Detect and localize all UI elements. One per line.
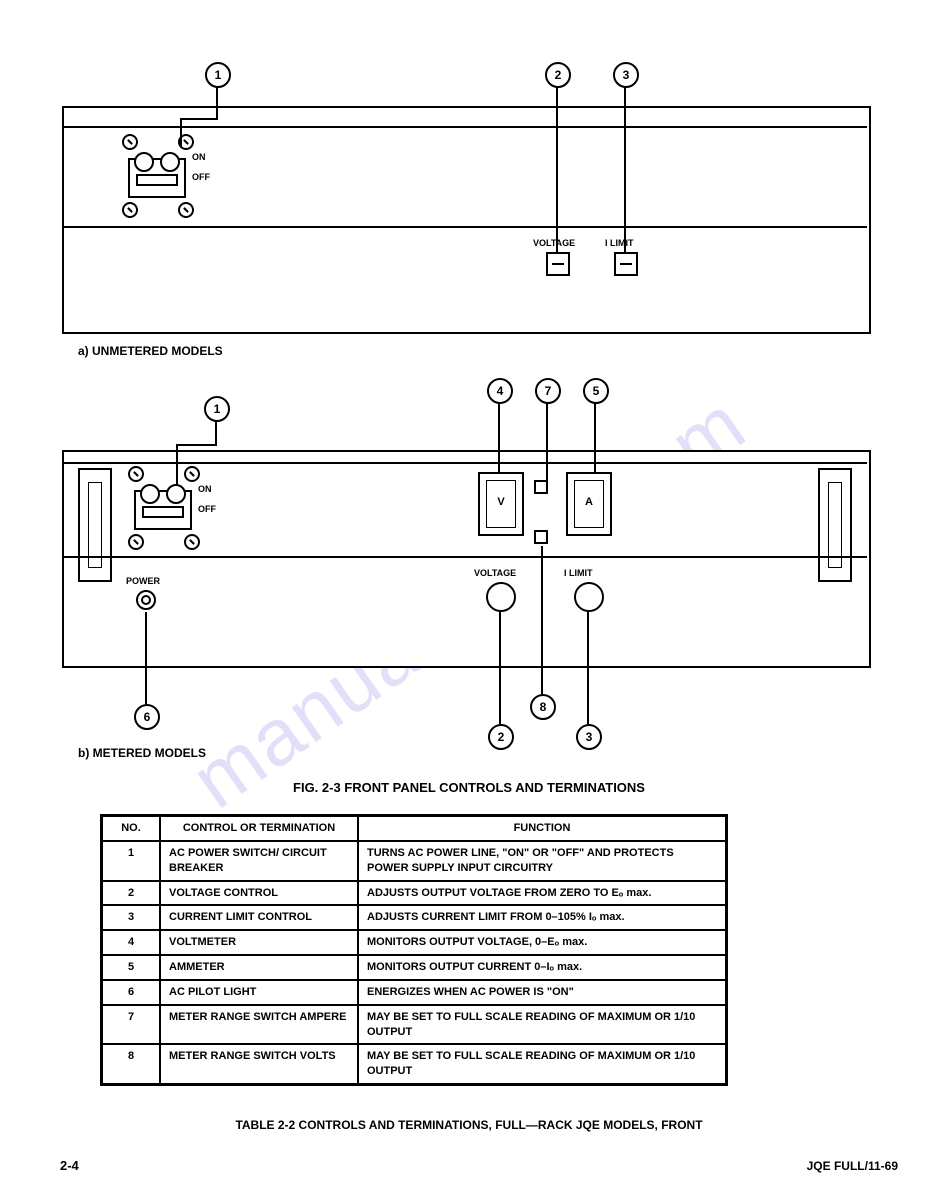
leader xyxy=(541,546,543,694)
page: manualshive.com 1 2 3 ON OFF VOLTAGE I L… xyxy=(0,0,938,1203)
callout-4b: 4 xyxy=(487,378,513,404)
leader xyxy=(180,118,218,120)
th-no: NO. xyxy=(102,816,161,841)
callout-3b: 3 xyxy=(576,724,602,750)
callout-6b: 6 xyxy=(134,704,160,730)
panel-line xyxy=(64,226,867,228)
diagram-a-caption: a) UNMETERED MODELS xyxy=(78,344,223,358)
th-function: FUNCTION xyxy=(358,816,727,841)
leader xyxy=(587,610,589,724)
table-row: 2 VOLTAGE CONTROL ADJUSTS OUTPUT VOLTAGE… xyxy=(102,881,727,906)
screw-icon xyxy=(128,534,144,550)
range-switch-volt-icon xyxy=(534,530,548,544)
table-row: 7 METER RANGE SWITCH AMPERE MAY BE SET T… xyxy=(102,1005,727,1045)
callout-8b: 8 xyxy=(530,694,556,720)
label-voltage-b: VOLTAGE xyxy=(474,568,516,578)
power-switch-icon xyxy=(134,490,192,530)
screw-icon xyxy=(128,466,144,482)
meter-v-label: V xyxy=(480,496,522,508)
leader xyxy=(216,86,218,120)
callout-3a: 3 xyxy=(613,62,639,88)
screw-icon xyxy=(122,134,138,150)
panel-line xyxy=(64,462,867,464)
controls-table: NO. CONTROL OR TERMINATION FUNCTION 1 AC… xyxy=(100,814,728,1086)
callout-5b: 5 xyxy=(583,378,609,404)
panel-line xyxy=(64,126,867,128)
pilot-light-icon xyxy=(136,590,156,610)
leader xyxy=(180,118,182,146)
label-on-b: ON xyxy=(198,484,212,494)
callout-2b: 2 xyxy=(488,724,514,750)
callout-1b: 1 xyxy=(204,396,230,422)
label-on-a: ON xyxy=(192,152,206,162)
label-off-b: OFF xyxy=(198,504,216,514)
screw-icon xyxy=(184,466,200,482)
label-ilimit-b: I LIMIT xyxy=(564,568,593,578)
figure-caption: FIG. 2-3 FRONT PANEL CONTROLS AND TERMIN… xyxy=(0,780,938,795)
screw-icon xyxy=(178,202,194,218)
power-switch-icon xyxy=(128,158,186,198)
leader xyxy=(499,610,501,724)
callout-7b: 7 xyxy=(535,378,561,404)
label-ilimit-a: I LIMIT xyxy=(605,238,634,248)
table-row: 5 AMMETER MONITORS OUTPUT CURRENT 0–Iₒ m… xyxy=(102,955,727,980)
panel-line xyxy=(64,556,867,558)
meter-a-label: A xyxy=(568,496,610,508)
table-row: 6 AC PILOT LIGHT ENERGIZES WHEN AC POWER… xyxy=(102,980,727,1005)
leader xyxy=(176,444,178,484)
voltmeter-icon: V xyxy=(478,472,524,536)
voltage-knob-icon xyxy=(546,252,570,276)
handle-right-icon xyxy=(818,468,852,582)
screw-icon xyxy=(122,202,138,218)
doc-id: JQE FULL/11-69 xyxy=(807,1159,898,1173)
voltage-knob-icon xyxy=(486,582,516,612)
leader xyxy=(145,612,147,704)
panel-b-outer xyxy=(62,450,871,668)
ammeter-icon: A xyxy=(566,472,612,536)
leader xyxy=(546,402,548,484)
callout-2a: 2 xyxy=(545,62,571,88)
table-row: 3 CURRENT LIMIT CONTROL ADJUSTS CURRENT … xyxy=(102,905,727,930)
table-row: 8 METER RANGE SWITCH VOLTS MAY BE SET TO… xyxy=(102,1044,727,1084)
th-control: CONTROL OR TERMINATION xyxy=(160,816,358,841)
label-off-a: OFF xyxy=(192,172,210,182)
table-caption: TABLE 2-2 CONTROLS AND TERMINATIONS, FUL… xyxy=(0,1118,938,1132)
label-power-b: POWER xyxy=(126,576,160,586)
callout-1a: 1 xyxy=(205,62,231,88)
ilimit-knob-icon xyxy=(614,252,638,276)
screw-icon xyxy=(184,534,200,550)
label-voltage-a: VOLTAGE xyxy=(533,238,575,248)
ilimit-knob-icon xyxy=(574,582,604,612)
handle-left-icon xyxy=(78,468,112,582)
diagram-b-caption: b) METERED MODELS xyxy=(78,746,206,760)
table-row: 4 VOLTMETER MONITORS OUTPUT VOLTAGE, 0–E… xyxy=(102,930,727,955)
leader xyxy=(176,444,217,446)
leader xyxy=(215,420,217,444)
table-header-row: NO. CONTROL OR TERMINATION FUNCTION xyxy=(102,816,727,841)
table-row: 1 AC POWER SWITCH/ CIRCUIT BREAKER TURNS… xyxy=(102,841,727,881)
page-number: 2-4 xyxy=(60,1158,79,1173)
